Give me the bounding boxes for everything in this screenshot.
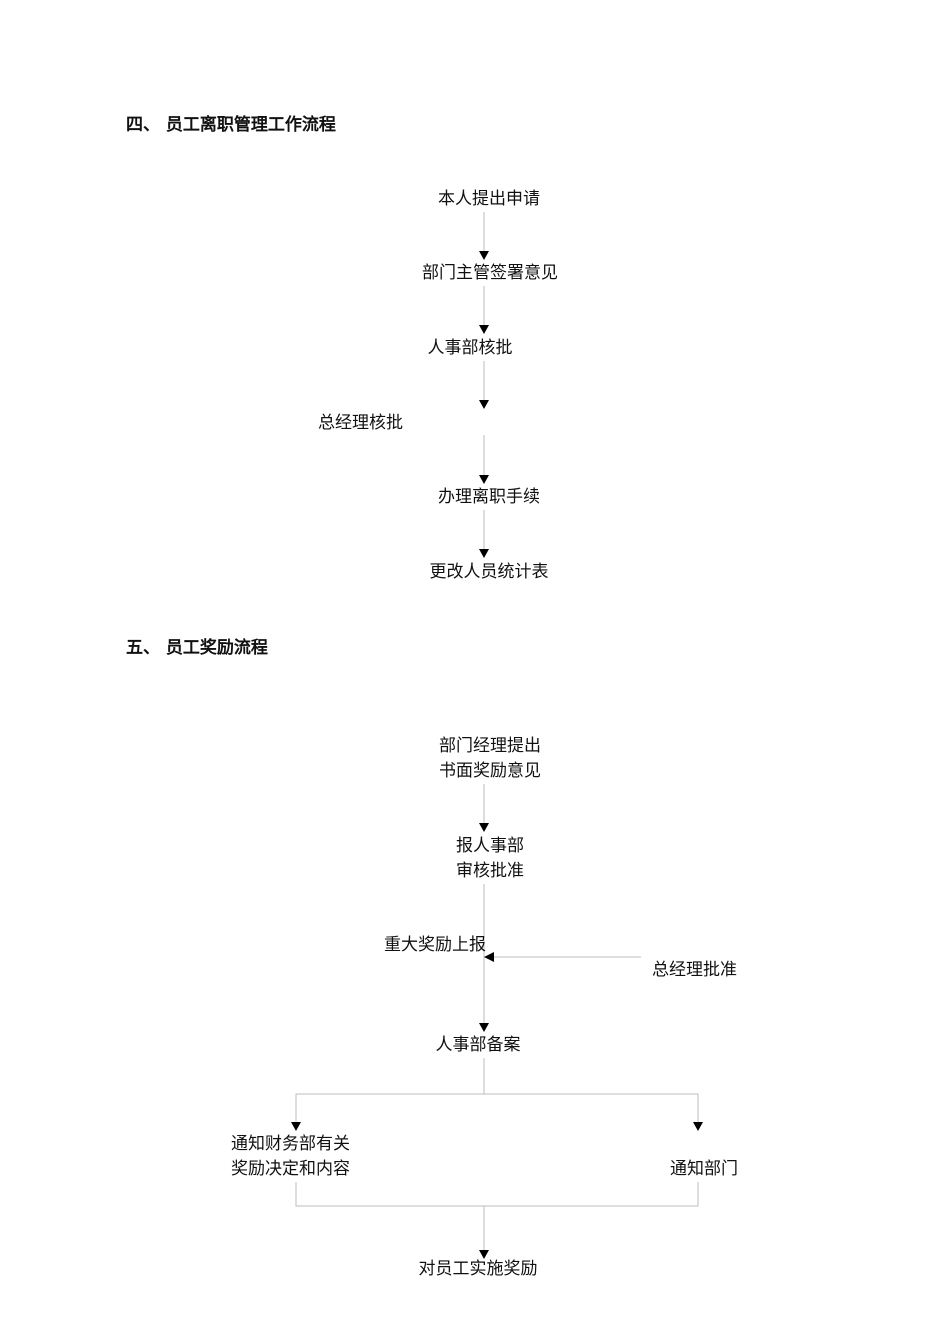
arrow-down-icon: [479, 1023, 489, 1032]
arrow-down-icon: [479, 1250, 489, 1259]
flow-step: 重大奖励上报: [384, 935, 486, 955]
flow-step: 办理离职手续: [438, 487, 540, 507]
flow-step: 本人提出申请: [438, 189, 540, 209]
flow-step: 更改人员统计表: [429, 562, 549, 582]
arrow-down-icon: [479, 823, 489, 832]
arrow-down-icon: [291, 1122, 301, 1131]
flow-step-line: 书面奖励意见: [439, 761, 541, 781]
arrow-down-icon: [479, 475, 489, 484]
arrow-down-icon: [479, 325, 489, 334]
section-title: 五、 员工奖励流程: [126, 638, 268, 658]
arrow-down-icon: [479, 549, 489, 558]
flow-step-line: 部门经理提出: [439, 736, 541, 756]
flow-step-line: 奖励决定和内容: [231, 1159, 350, 1179]
flow-step: 部门经理提出 书面奖励意见: [439, 734, 541, 784]
flow-step: 通知财务部有关 奖励决定和内容: [231, 1132, 350, 1182]
flow-step-line: 通知财务部有关: [231, 1134, 350, 1154]
section-title: 四、 员工离职管理工作流程: [126, 115, 336, 135]
flow-step: 部门主管签署意见: [422, 263, 558, 283]
flow-step: 报人事部 审核批准: [456, 834, 524, 884]
flow-step: 通知部门: [670, 1159, 738, 1179]
connector: [295, 1093, 699, 1123]
flow-step: 总经理核批: [318, 413, 403, 433]
arrow-down-icon: [479, 251, 489, 260]
flow-step-line: 报人事部: [456, 836, 524, 856]
arrow-down-icon: [479, 400, 489, 409]
flow-step: 人事部核批: [427, 338, 513, 358]
flow-step: 对员工实施奖励: [418, 1259, 538, 1279]
flow-step: 总经理批准: [652, 960, 737, 980]
flow-step: 人事部备案: [435, 1035, 521, 1055]
connector: [295, 1182, 699, 1207]
arrow-left-icon: [484, 952, 494, 962]
arrow-down-icon: [693, 1122, 703, 1131]
flow-step-line: 审核批准: [456, 861, 524, 881]
